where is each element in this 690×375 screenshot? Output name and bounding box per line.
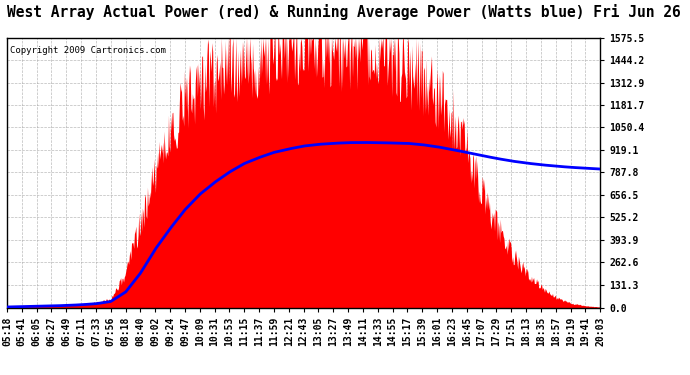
Text: West Array Actual Power (red) & Running Average Power (Watts blue) Fri Jun 26 20: West Array Actual Power (red) & Running … [7,4,690,20]
Text: Copyright 2009 Cartronics.com: Copyright 2009 Cartronics.com [10,46,166,55]
